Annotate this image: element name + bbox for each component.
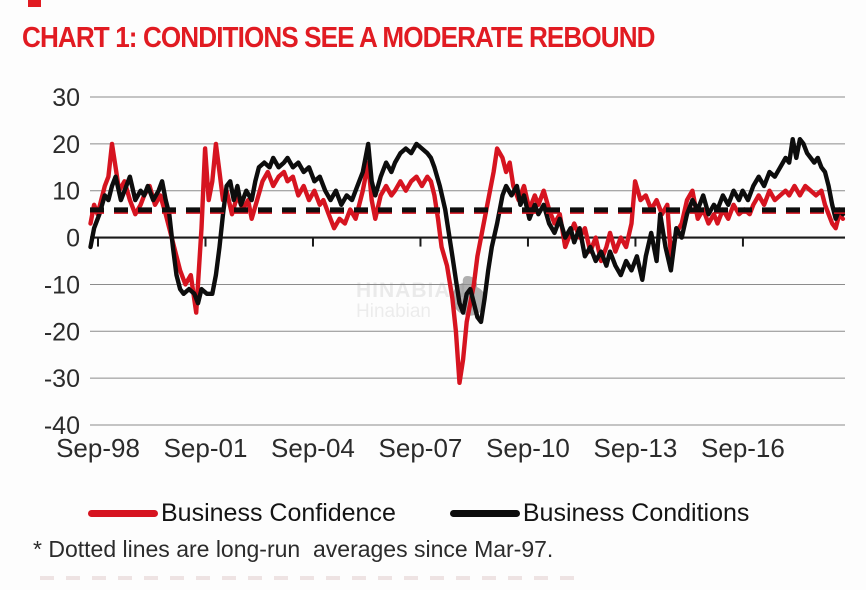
- watermark-line2: Hinabian: [356, 301, 431, 323]
- legend-item-business-confidence: Business Confidence: [88, 499, 396, 528]
- x-tick-label: Sep-01: [164, 433, 248, 463]
- x-tick-label: Sep-07: [379, 433, 463, 463]
- footnote: * Dotted lines are long-run averages sin…: [33, 536, 554, 562]
- legend-item-business-conditions: Business Conditions: [449, 498, 750, 528]
- x-tick-label: Sep-10: [486, 433, 570, 463]
- chart-title: CHART 1: CONDITIONS SEE A MODERATE REBOU…: [22, 22, 656, 54]
- y-tick-label: 10: [52, 178, 80, 206]
- legend-label-business-conditions: Business Conditions: [522, 498, 750, 527]
- series-line-business-confidence: [88, 141, 846, 385]
- y-tick-label: -10: [44, 271, 80, 299]
- legend-label-business-confidence: Business Confidence: [161, 498, 396, 527]
- cropped-logo-fragment: [28, 0, 41, 7]
- y-tick-label: 20: [52, 131, 80, 159]
- series-line-business-conditions: [88, 137, 846, 325]
- conditions-line-swatch: [449, 509, 520, 517]
- x-tick-label: Sep-04: [271, 433, 355, 463]
- x-tick-label: Sep-16: [701, 433, 785, 463]
- y-tick-label: 0: [66, 225, 80, 253]
- x-tick-label: Sep-98: [56, 433, 140, 463]
- confidence-line-swatch: [88, 509, 158, 517]
- y-tick-label: -30: [44, 365, 80, 393]
- legend: Business Confidence Business Conditions: [0, 496, 866, 530]
- x-tick-label: Sep-13: [594, 433, 678, 463]
- y-tick-label: 30: [52, 85, 80, 112]
- y-tick-label: -40: [44, 412, 80, 440]
- y-tick-label: -20: [44, 318, 80, 346]
- watermark-line1: HINABIAN: [356, 279, 467, 302]
- footer-artifact: [40, 576, 585, 580]
